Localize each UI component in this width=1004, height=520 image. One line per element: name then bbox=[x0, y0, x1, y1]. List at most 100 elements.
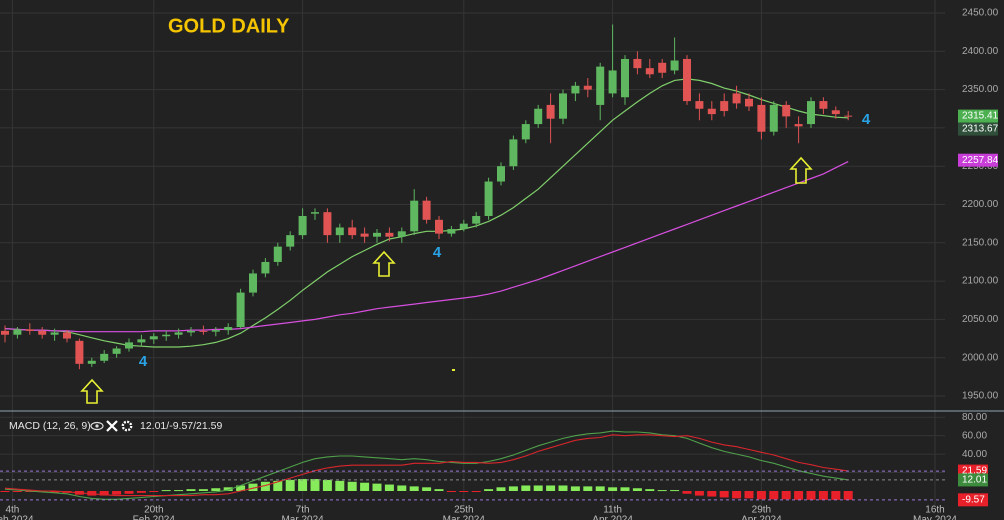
histogram-bar bbox=[744, 491, 754, 499]
candle-body bbox=[25, 329, 34, 331]
candle-body bbox=[422, 200, 431, 220]
settings-icon[interactable] bbox=[121, 420, 133, 432]
histogram-bar bbox=[769, 491, 779, 500]
candle-body bbox=[311, 212, 319, 214]
histogram-bar bbox=[694, 491, 704, 496]
candle-body bbox=[397, 231, 406, 237]
histogram-bar bbox=[756, 491, 766, 500]
histogram-bar bbox=[583, 486, 593, 491]
macd-line bbox=[4, 430, 849, 500]
candle-body bbox=[335, 227, 344, 236]
x-tick-label: 29th bbox=[752, 505, 771, 516]
histogram-bar bbox=[422, 487, 432, 491]
histogram-bar bbox=[0, 491, 10, 492]
wave-label: 4 bbox=[433, 244, 442, 261]
candle-body bbox=[745, 98, 753, 107]
up-arrow bbox=[789, 156, 813, 184]
candle-body bbox=[199, 330, 208, 332]
histogram-bar bbox=[682, 491, 692, 494]
histogram-bar bbox=[409, 486, 419, 491]
histogram-bar bbox=[818, 491, 828, 500]
candle-body bbox=[87, 360, 96, 364]
histogram-bar bbox=[285, 479, 295, 491]
candle-body bbox=[187, 330, 195, 333]
histogram-bar bbox=[372, 483, 382, 491]
histogram-bar bbox=[570, 486, 580, 491]
histogram-bar bbox=[174, 490, 184, 492]
chart-title: GOLD DAILY bbox=[168, 15, 290, 37]
macd-icons[interactable] bbox=[90, 420, 133, 432]
histogram-bar bbox=[806, 491, 816, 500]
histogram-bar bbox=[347, 481, 357, 491]
histogram-bar bbox=[707, 491, 717, 497]
candle-body bbox=[236, 292, 245, 328]
histogram-bar bbox=[484, 489, 494, 491]
close-icon[interactable] bbox=[106, 420, 118, 432]
x-tick-label: 16th bbox=[925, 505, 944, 516]
candle-body bbox=[769, 104, 778, 132]
price-label-box bbox=[958, 109, 998, 123]
candle-body bbox=[497, 166, 505, 182]
histogram-bar bbox=[595, 486, 605, 491]
candle-body bbox=[831, 110, 840, 115]
x-tick-label: Mar 2024 bbox=[281, 515, 324, 520]
histogram-bar bbox=[632, 488, 642, 491]
histogram-bar bbox=[732, 491, 742, 499]
histogram-bar bbox=[608, 487, 618, 491]
candle-body bbox=[459, 223, 468, 230]
up-arrow bbox=[80, 378, 104, 404]
histogram-bar bbox=[496, 487, 506, 491]
wave-label: 4 bbox=[862, 111, 871, 128]
candle-body bbox=[13, 329, 22, 335]
candle-body bbox=[571, 85, 580, 94]
dot bbox=[452, 369, 455, 371]
y-tick-label: 2000.00 bbox=[962, 352, 999, 363]
eye-icon[interactable] bbox=[90, 421, 104, 431]
candle-body bbox=[323, 212, 332, 236]
candle-body bbox=[472, 215, 481, 224]
price-label-box bbox=[958, 122, 998, 136]
candle-body bbox=[807, 101, 815, 125]
candle-body bbox=[844, 115, 853, 117]
histogram-bar bbox=[99, 491, 109, 496]
histogram-bar bbox=[223, 487, 233, 491]
histogram-bar bbox=[112, 491, 122, 495]
y-tick-label: 2400.00 bbox=[962, 46, 999, 57]
candle-body bbox=[348, 227, 357, 236]
x-tick-label: Apr 2024 bbox=[592, 515, 633, 520]
candle-body bbox=[174, 332, 183, 335]
candle-body bbox=[534, 108, 543, 125]
y-tick-label: 60.00 bbox=[962, 430, 987, 441]
candle-body bbox=[38, 330, 47, 335]
candle-body bbox=[162, 334, 171, 337]
x-tick-label: Apr 2024 bbox=[741, 515, 782, 520]
eye-pupil bbox=[95, 424, 99, 428]
histogram-bar bbox=[248, 483, 258, 491]
candle-body bbox=[385, 232, 394, 237]
y-tick-label: 2200.00 bbox=[962, 199, 999, 210]
histogram-bar bbox=[508, 486, 518, 491]
candle-body bbox=[112, 348, 121, 354]
y-tick-label: 2050.00 bbox=[962, 314, 999, 325]
price-label: 2313.67 bbox=[962, 124, 999, 135]
histogram-bar bbox=[521, 485, 531, 491]
candle-body bbox=[720, 101, 729, 112]
candle-body bbox=[608, 70, 617, 94]
histogram-bar bbox=[124, 491, 134, 494]
x-tick-label: 20th bbox=[144, 505, 163, 516]
histogram-bar bbox=[198, 489, 208, 491]
value-label-box bbox=[958, 493, 988, 507]
candle-body bbox=[447, 229, 456, 234]
histogram-bar bbox=[12, 491, 22, 492]
x-tick-label: 25th bbox=[454, 505, 473, 516]
candle-body bbox=[484, 181, 493, 216]
x-tick-label: May 2024 bbox=[913, 515, 957, 520]
histogram-bar bbox=[719, 491, 729, 498]
histogram-bar bbox=[260, 481, 270, 491]
candle-body bbox=[410, 200, 419, 232]
histogram-bar bbox=[670, 490, 680, 492]
histogram-bar bbox=[471, 491, 481, 492]
candle-body bbox=[286, 235, 295, 247]
histogram-bar bbox=[434, 489, 444, 491]
